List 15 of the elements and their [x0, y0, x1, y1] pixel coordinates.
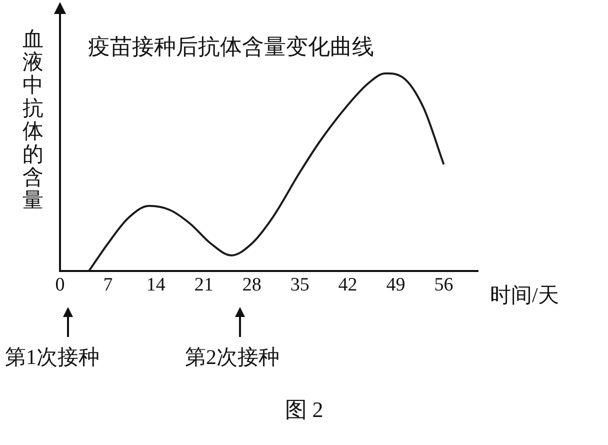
x-tick-label: 42	[338, 274, 358, 296]
x-tick-label: 0	[55, 274, 65, 296]
chart-title: 疫苗接种后抗体含量变化曲线	[88, 33, 374, 61]
text: 第2次接种	[185, 344, 280, 372]
x-tick-label: 49	[386, 274, 406, 296]
y-axis-title: 血液中抗体的含量	[22, 27, 44, 212]
x-tick-label: 35	[290, 274, 310, 296]
x-axis-title: 时间/天	[490, 282, 559, 310]
caption: 图 2	[284, 396, 324, 424]
x-tick-label: 28	[242, 274, 262, 296]
text: 第1次接种	[5, 344, 100, 372]
x-tick-label: 56	[434, 274, 454, 296]
x-tick-label: 7	[103, 274, 113, 296]
x-tick-label: 21	[194, 274, 214, 296]
x-tick-label: 14	[146, 274, 166, 296]
